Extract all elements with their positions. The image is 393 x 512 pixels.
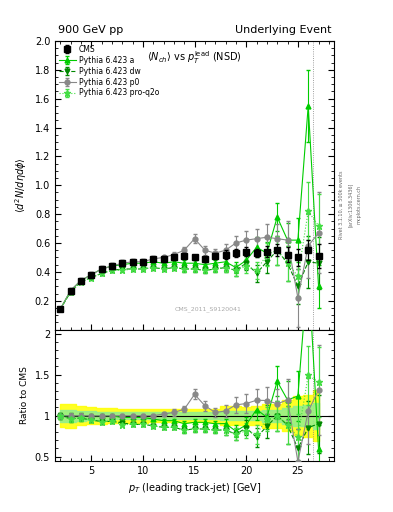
Text: 900 GeV pp: 900 GeV pp xyxy=(58,25,123,35)
Text: CMS_2011_S9120041: CMS_2011_S9120041 xyxy=(175,307,242,312)
Text: Underlying Event: Underlying Event xyxy=(235,25,331,35)
X-axis label: $p_T$ (leading track-jet) [GeV]: $p_T$ (leading track-jet) [GeV] xyxy=(128,481,261,495)
Y-axis label: $\langle d^{2} N/d\eta d\phi\rangle$: $\langle d^{2} N/d\eta d\phi\rangle$ xyxy=(13,157,29,213)
Text: Rivet 3.1.10, ≥ 500k events: Rivet 3.1.10, ≥ 500k events xyxy=(339,170,344,239)
Y-axis label: Ratio to CMS: Ratio to CMS xyxy=(20,366,29,424)
Text: mcplots.cern.ch: mcplots.cern.ch xyxy=(357,185,362,224)
Legend: CMS, Pythia 6.423 a, Pythia 6.423 dw, Pythia 6.423 p0, Pythia 6.423 pro-q2o: CMS, Pythia 6.423 a, Pythia 6.423 dw, Py… xyxy=(57,43,161,99)
Text: [arXiv:1306.3436]: [arXiv:1306.3436] xyxy=(348,183,353,227)
Text: $\langle N_{ch}\rangle$ vs $p_T^{\rm lead}$ (NSD): $\langle N_{ch}\rangle$ vs $p_T^{\rm lea… xyxy=(147,50,242,67)
